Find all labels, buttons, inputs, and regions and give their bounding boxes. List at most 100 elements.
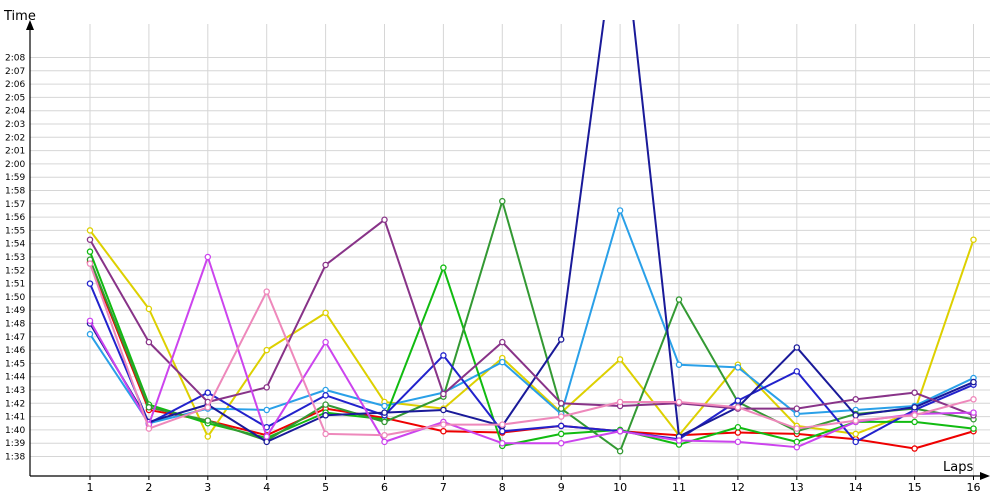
series-9-point xyxy=(557,439,565,447)
series-3-point xyxy=(263,406,270,414)
series-8-point xyxy=(322,261,329,269)
series-5 xyxy=(86,197,977,455)
y-tick-label: 2:03 xyxy=(5,120,25,130)
series-4-point xyxy=(793,438,801,446)
series-6-point xyxy=(440,352,447,359)
y-tick-label: 1:43 xyxy=(5,386,25,396)
x-axis-arrow xyxy=(980,472,990,480)
x-tick-label: 5 xyxy=(322,481,329,494)
x-tick-label: 15 xyxy=(908,481,922,494)
series-10-line xyxy=(89,263,974,437)
y-tick-label: 1:39 xyxy=(5,439,25,449)
x-tick-labels: 1 2 3 4 5 6 7 8 9 10 11 12 13 14 15 16 xyxy=(87,481,981,494)
x-tick-label: 6 xyxy=(381,481,388,494)
series-10-point xyxy=(557,413,565,420)
series-1-point xyxy=(440,427,447,435)
y-tick-label: 1:40 xyxy=(5,426,25,436)
series-7-point xyxy=(911,404,918,411)
series-8-point xyxy=(499,338,506,346)
series-6-point xyxy=(734,397,742,404)
x-tick-label: 8 xyxy=(499,481,506,494)
series-2-point xyxy=(970,236,977,243)
y-tick-label: 1:42 xyxy=(5,399,25,409)
y-tick-label: 2:06 xyxy=(5,80,25,90)
series-3-point xyxy=(675,361,683,368)
series-7 xyxy=(86,20,977,446)
y-tick-label: 2:02 xyxy=(5,133,25,143)
series-1-point xyxy=(734,429,742,436)
series-8-point xyxy=(793,405,801,412)
x-tick-label: 16 xyxy=(967,481,981,494)
series-5-point xyxy=(322,401,329,408)
series-6-point xyxy=(86,280,94,287)
series-10-point xyxy=(86,260,94,267)
series-3 xyxy=(86,207,977,427)
x-tick-label: 7 xyxy=(440,481,447,494)
y-tick-label: 1:44 xyxy=(5,373,25,383)
series-6-point xyxy=(499,427,506,435)
series-10-point xyxy=(381,431,388,439)
series-9-point xyxy=(734,438,742,446)
y-tick-label: 2:00 xyxy=(5,160,25,170)
series-3-line xyxy=(89,209,974,425)
x-tick-label: 14 xyxy=(849,481,863,494)
series-9-point xyxy=(86,317,94,325)
y-tick-label: 2:04 xyxy=(5,107,25,117)
series-10-point xyxy=(616,398,624,406)
series-10-point xyxy=(911,412,918,419)
x-tick-label: 12 xyxy=(731,481,745,494)
series-8-point xyxy=(557,400,565,407)
series-4-point xyxy=(86,248,94,255)
series-lines xyxy=(86,20,977,455)
series-2-line xyxy=(89,229,975,438)
series-3-point xyxy=(499,358,506,366)
series-10-point xyxy=(440,421,447,428)
y-tick-label: 1:48 xyxy=(5,320,25,330)
series-6-point xyxy=(204,389,212,396)
series-6-point xyxy=(793,368,801,375)
y-tick-label: 2:08 xyxy=(5,54,25,64)
y-tick-label: 1:53 xyxy=(5,253,25,263)
series-10-point xyxy=(793,425,801,432)
y-tick-label: 1:41 xyxy=(5,413,25,423)
series-3-point xyxy=(86,330,94,338)
axes xyxy=(26,20,990,480)
series-3-point xyxy=(381,402,388,410)
y-tick-label: 1:58 xyxy=(5,187,25,197)
y-tick-label: 1:38 xyxy=(5,453,25,463)
series-6-point xyxy=(852,438,859,446)
series-10 xyxy=(86,260,977,439)
x-tick-label: 9 xyxy=(558,481,565,494)
series-2-point xyxy=(86,227,94,234)
y-tick-label: 1:51 xyxy=(5,280,25,290)
series-8-point xyxy=(852,396,859,403)
series-8-point xyxy=(86,236,94,243)
x-axis-title: Laps xyxy=(943,460,973,475)
series-9-point xyxy=(616,427,624,435)
series-4-point xyxy=(440,264,447,271)
series-10-point xyxy=(675,398,683,406)
y-tick-label: 1:45 xyxy=(5,359,25,369)
series-10-point xyxy=(852,417,859,424)
series-10-point xyxy=(322,430,329,438)
x-tick-label: 1 xyxy=(87,481,94,494)
series-5-line xyxy=(89,200,974,453)
y-tick-label: 1:56 xyxy=(5,213,25,223)
series-9-point xyxy=(793,443,801,451)
y-tick-label: 1:57 xyxy=(5,200,25,210)
series-7-point xyxy=(381,409,388,416)
series-6-point xyxy=(557,422,565,430)
series-2-point xyxy=(204,433,212,440)
y-axis-arrow xyxy=(26,20,34,30)
y-tick-label: 2:07 xyxy=(5,67,25,77)
y-tick-label: 1:49 xyxy=(5,306,25,316)
series-2 xyxy=(86,227,977,440)
series-8-point xyxy=(381,216,388,224)
y-tick-label: 2:01 xyxy=(5,147,25,157)
x-tick-label: 4 xyxy=(263,481,270,494)
series-5-point xyxy=(675,296,683,303)
series-3-point xyxy=(734,364,742,371)
y-tick-label: 1:55 xyxy=(5,226,25,236)
series-6-line xyxy=(89,283,974,443)
series-7-point xyxy=(970,378,977,386)
